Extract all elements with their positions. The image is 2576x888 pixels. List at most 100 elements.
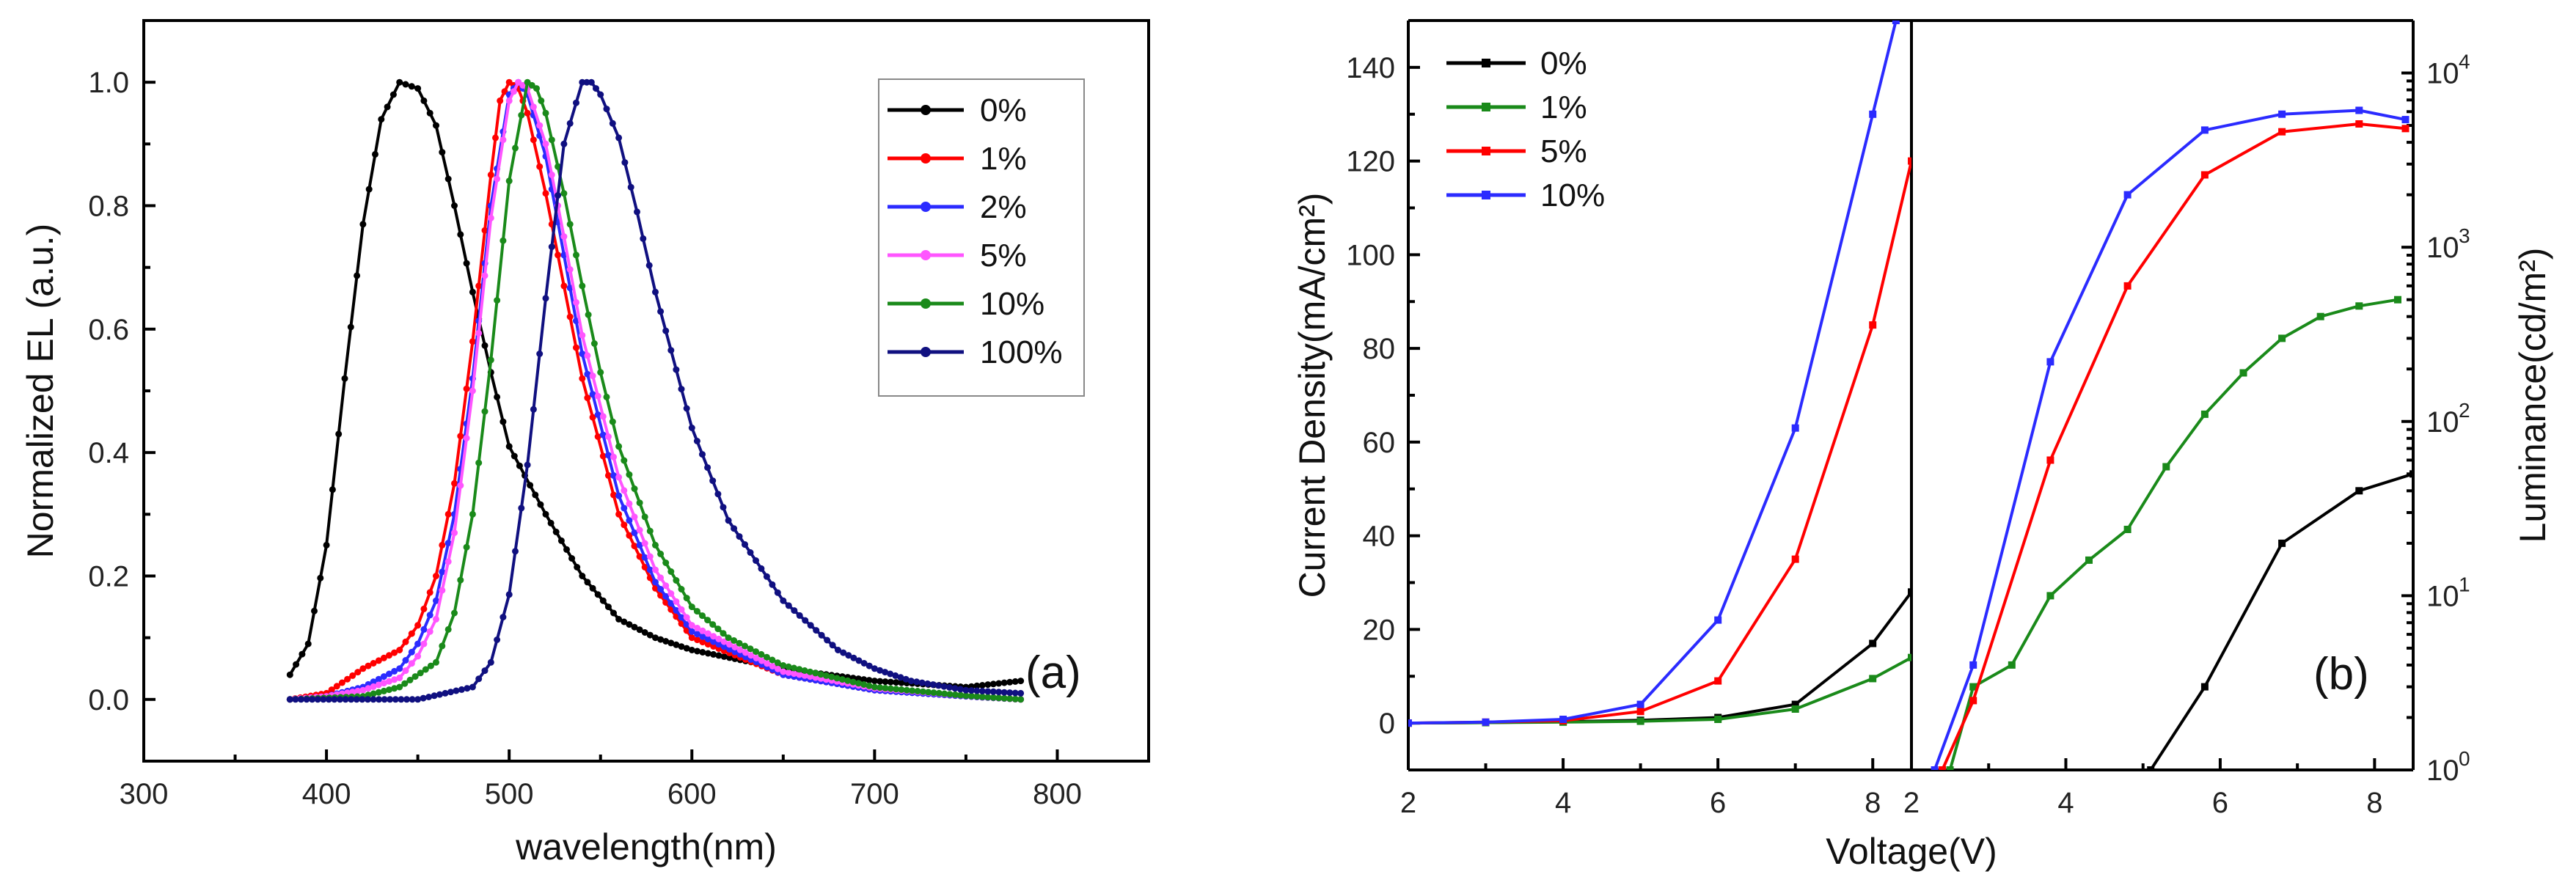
data-point	[610, 491, 617, 499]
data-point	[433, 615, 439, 623]
data-point	[609, 418, 616, 425]
panel-a-legend-items: 0% 1% 2% 5% 10% 100%	[888, 92, 1063, 370]
data-point	[384, 103, 391, 111]
y-tick-exponent: 4	[2459, 51, 2470, 73]
data-point	[662, 638, 670, 645]
data-point	[584, 370, 591, 378]
data-point	[610, 453, 617, 460]
data-point	[941, 690, 948, 697]
data-point	[967, 687, 975, 694]
data-point	[877, 678, 884, 685]
y-tick-exponent: 3	[2459, 224, 2470, 247]
data-point	[2162, 463, 2170, 471]
data-point	[995, 689, 1003, 696]
data-point	[590, 340, 598, 347]
data-point	[1969, 683, 1977, 691]
data-point	[678, 614, 685, 621]
data-point	[652, 566, 659, 573]
data-point	[683, 614, 690, 621]
data-point	[323, 541, 330, 548]
data-point	[769, 656, 776, 664]
data-point	[736, 646, 744, 653]
legend-label: 5%	[1540, 133, 1587, 169]
data-point	[688, 603, 695, 611]
data-point	[444, 175, 452, 183]
data-point	[631, 529, 638, 537]
data-point	[995, 680, 1003, 687]
data-point	[621, 487, 628, 494]
data-point	[494, 636, 501, 643]
series-line-5pct	[1408, 161, 1911, 725]
data-point	[683, 595, 690, 602]
data-point	[2123, 282, 2132, 290]
series-line-1pct	[1408, 656, 1911, 725]
data-point	[380, 680, 387, 687]
data-point	[433, 597, 439, 604]
data-point	[1791, 555, 1799, 563]
y-tick-label: 140	[1346, 52, 1395, 84]
data-point	[626, 532, 633, 539]
data-point	[1869, 675, 1877, 683]
data-point	[402, 657, 409, 664]
data-point	[726, 641, 733, 648]
data-point	[621, 504, 628, 512]
data-point	[747, 652, 755, 659]
data-point	[978, 682, 986, 689]
data-point	[940, 683, 948, 690]
data-point	[929, 681, 937, 689]
data-point	[396, 683, 403, 691]
data-point	[2355, 106, 2363, 114]
data-point	[913, 678, 921, 686]
data-point	[370, 678, 377, 686]
data-point	[866, 682, 873, 689]
data-point	[1908, 588, 1911, 596]
data-point	[579, 78, 586, 86]
data-point	[683, 405, 690, 412]
data-point	[2147, 766, 2155, 770]
data-point	[641, 554, 648, 561]
data-point	[552, 528, 560, 535]
data-point	[747, 645, 754, 653]
data-point	[780, 662, 787, 669]
data-point	[497, 97, 504, 104]
data-point	[481, 667, 489, 675]
data-point	[610, 609, 617, 617]
data-point	[329, 486, 336, 493]
data-point	[678, 386, 685, 393]
data-point	[391, 685, 398, 692]
y-tick-label: 0.8	[88, 191, 129, 223]
data-point	[683, 645, 690, 652]
data-point	[1482, 718, 1490, 726]
data-point	[566, 221, 574, 228]
data-point	[337, 696, 343, 703]
series-line-5pct	[1941, 122, 2406, 770]
data-point	[662, 327, 670, 334]
legend-label: 5%	[980, 238, 1027, 274]
data-point	[433, 573, 439, 579]
data-point	[634, 208, 640, 216]
data-point	[417, 669, 424, 677]
data-point	[673, 577, 680, 584]
data-point	[408, 660, 415, 667]
legend-marker	[921, 202, 931, 212]
data-point	[414, 696, 422, 703]
data-point	[726, 654, 733, 661]
x-tick-label: 2	[1903, 787, 1920, 819]
data-point	[439, 149, 446, 156]
data-point	[898, 686, 905, 693]
legend-marker	[921, 105, 931, 115]
data-point	[335, 430, 343, 438]
data-point	[704, 617, 711, 624]
data-point	[518, 504, 525, 512]
data-point	[426, 612, 433, 619]
data-point	[652, 288, 659, 296]
legend-item-5pct: 5%	[888, 238, 1027, 274]
legend-label: 1%	[1540, 89, 1587, 125]
data-point	[604, 471, 612, 479]
data-point	[286, 671, 293, 678]
y-tick-label: 80	[1363, 333, 1396, 365]
data-point	[584, 579, 591, 586]
data-point	[621, 618, 628, 625]
data-point	[801, 667, 808, 674]
